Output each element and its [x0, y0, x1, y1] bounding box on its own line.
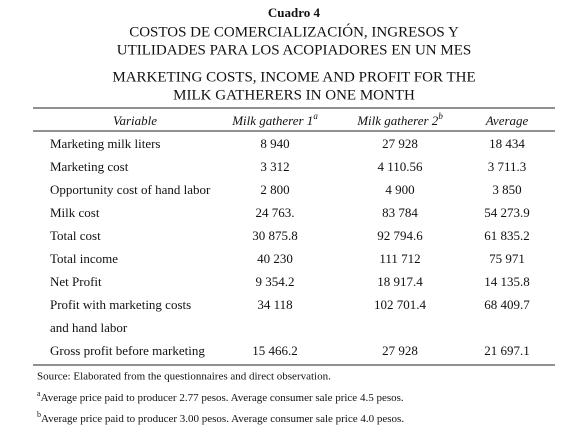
cell: 18 434 [489, 136, 525, 151]
cell: 15 466.2 [252, 343, 298, 358]
cell: 102 701.4 [374, 297, 427, 312]
cell: 27 928 [382, 136, 418, 151]
cell: 75 971 [489, 251, 525, 266]
cell: 34 118 [257, 297, 292, 312]
cell: 4 900 [385, 182, 414, 197]
header-text: Variable [113, 113, 157, 128]
cell: 27 928 [382, 343, 418, 358]
cell: 8 940 [260, 136, 289, 151]
header-sup: b [438, 111, 443, 121]
title-es: COSTOS DE COMERCIALIZACIÓN, INGRESOS Y [129, 23, 459, 40]
cell: 21 697.1 [484, 343, 530, 358]
cell: 24 763. [256, 205, 295, 220]
column-header: Variable [113, 113, 157, 128]
cell: 14 135.8 [484, 274, 530, 289]
title-es: UTILIDADES PARA LOS ACOPIADORES EN UN ME… [117, 42, 472, 58]
cell: 68 409.7 [484, 297, 530, 312]
row-label: Marketing cost [50, 159, 129, 174]
row-label: Total cost [50, 228, 101, 243]
row-label: Opportunity cost of hand labor [50, 182, 211, 197]
cell: 4 110.56 [377, 159, 423, 174]
footnote: bAverage price paid to producer 3.00 pes… [37, 410, 404, 425]
header-text: Milk gatherer 1 [231, 113, 313, 128]
row-label: Gross profit before marketing [50, 343, 205, 358]
source: Source: Elaborated from the questionnair… [37, 371, 331, 383]
cell: 3 711.3 [488, 159, 527, 174]
cell: 30 875.8 [252, 228, 298, 243]
header-sup: a [313, 111, 318, 121]
row-label: Milk cost [50, 205, 100, 220]
cell: 61 835.2 [484, 228, 530, 243]
cell: 18 917.4 [377, 274, 423, 289]
table-label: Cuadro 4 [268, 5, 321, 20]
title-en: MARKETING COSTS, INCOME AND PROFIT FOR T… [112, 69, 475, 85]
header-text: Average [485, 113, 529, 128]
cell: 40 230 [257, 251, 293, 266]
footnote-text: Average price paid to producer 2.77 peso… [41, 392, 404, 404]
title-en: MILK GATHERERS IN ONE MONTH [173, 87, 415, 103]
row-label: and hand labor [50, 320, 128, 335]
cell: 2 800 [260, 182, 289, 197]
cell: 9 354.2 [256, 274, 295, 289]
header-text: Milk gatherer 2 [356, 113, 439, 128]
cell: 3 312 [260, 159, 289, 174]
column-header: Milk gatherer 1a [231, 111, 318, 128]
footnote-mark: a [37, 389, 41, 398]
footnote-mark: b [37, 410, 41, 419]
row-label: Total income [50, 251, 118, 266]
column-header: Average [485, 113, 529, 128]
cell: 3 850 [492, 182, 521, 197]
cell: 54 273.9 [484, 205, 530, 220]
footnote: aAverage price paid to producer 2.77 pes… [37, 389, 404, 404]
cell: 111 712 [379, 251, 420, 266]
row-label: Marketing milk liters [50, 136, 160, 151]
cell: 83 784 [382, 205, 418, 220]
cell: 92 794.6 [377, 228, 423, 243]
column-header: Milk gatherer 2b [356, 111, 443, 128]
footnote-text: Average price paid to producer 3.00 peso… [41, 413, 404, 425]
row-label: Net Profit [50, 274, 102, 289]
row-label: Profit with marketing costs [50, 297, 191, 312]
